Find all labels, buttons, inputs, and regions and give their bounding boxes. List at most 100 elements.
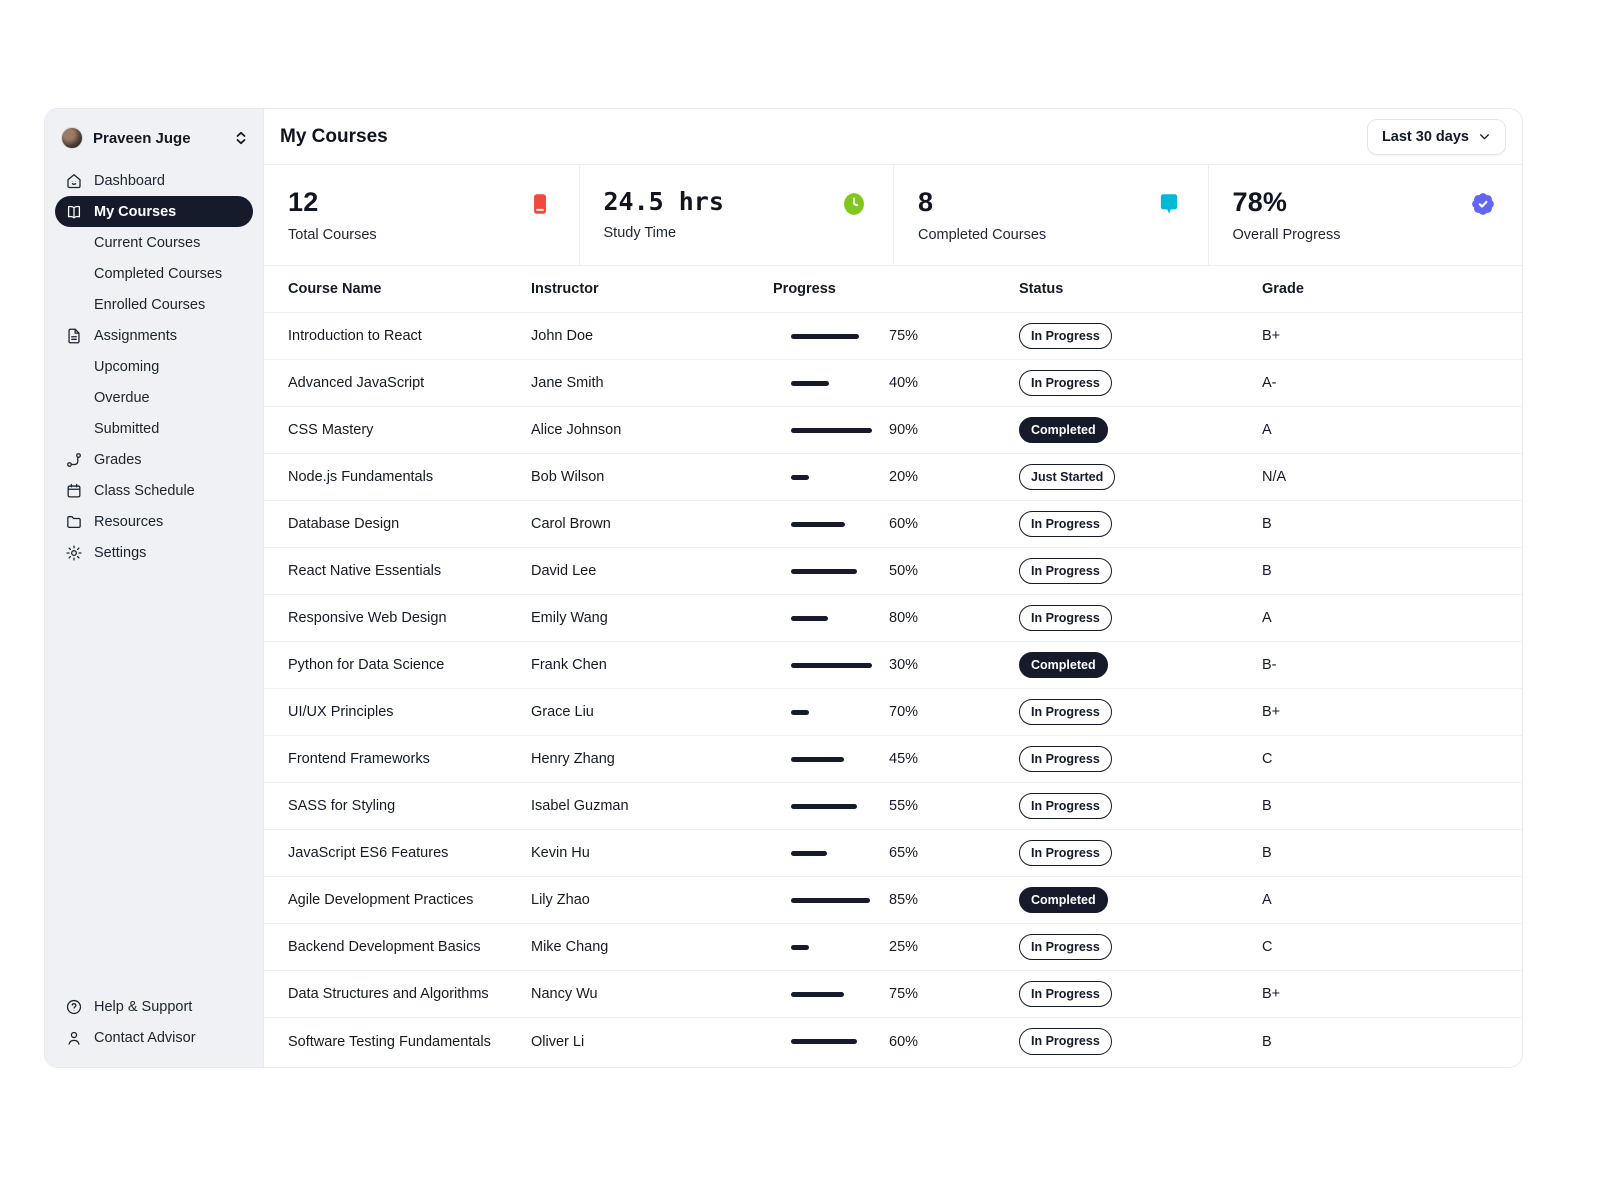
sidebar-item-assignments[interactable]: Assignments bbox=[55, 320, 253, 351]
sidebar-item-label: Assignments bbox=[94, 327, 178, 344]
sidebar-item-completed-courses[interactable]: Completed Courses bbox=[55, 258, 253, 289]
progress-percent: 45% bbox=[889, 751, 919, 767]
col-status: Status bbox=[1019, 281, 1064, 297]
stat-value: 78% bbox=[1232, 187, 1288, 217]
table-row[interactable]: CSS Mastery Alice Johnson 90% Completed A bbox=[264, 407, 1522, 454]
home-icon bbox=[65, 172, 83, 190]
grade-cell: A bbox=[1262, 422, 1272, 438]
stat-label: Study Time bbox=[603, 225, 677, 241]
sidebar-item-enrolled-courses[interactable]: Enrolled Courses bbox=[55, 289, 253, 320]
user-switcher[interactable]: Praveen Juge bbox=[55, 121, 253, 155]
table-row[interactable]: Data Structures and Algorithms Nancy Wu 75… bbox=[264, 971, 1522, 1018]
grade-cell: C bbox=[1262, 939, 1273, 955]
table-row[interactable]: Software Testing Fundamentals Oliver Li 60… bbox=[264, 1018, 1522, 1065]
sidebar-item-settings[interactable]: Settings bbox=[55, 537, 253, 568]
progress-percent: 75% bbox=[889, 986, 919, 1002]
user-icon bbox=[65, 1029, 83, 1047]
progress-percent: 60% bbox=[889, 516, 919, 532]
progress-bar bbox=[791, 427, 872, 433]
status-cell: Completed bbox=[995, 886, 1238, 914]
progress-bar-track bbox=[791, 474, 881, 480]
sidebar-nav: Dashboard My Courses Current Courses Comple… bbox=[55, 165, 253, 568]
stat-value: 12 bbox=[288, 187, 319, 217]
sidebar-item-class-schedule[interactable]: Class Schedule bbox=[55, 475, 253, 506]
course-name-cell: Backend Development Basics bbox=[288, 939, 481, 955]
table-row[interactable]: Python for Data Science Frank Chen 30% Comp… bbox=[264, 642, 1522, 689]
status-badge: In Progress bbox=[1019, 980, 1112, 1008]
sidebar-item-contact-advisor[interactable]: Contact Advisor bbox=[55, 1022, 253, 1053]
sidebar-item-resources[interactable]: Resources bbox=[55, 506, 253, 537]
status-cell: Completed bbox=[995, 651, 1238, 679]
status-cell: In Progress bbox=[995, 322, 1238, 350]
status-badge: In Progress bbox=[1019, 510, 1112, 538]
sidebar-item-overdue[interactable]: Overdue bbox=[55, 382, 253, 413]
table-row[interactable]: Introduction to React John Doe 75% In Progr… bbox=[264, 313, 1522, 360]
table-row[interactable]: Frontend Frameworks Henry Zhang 45% In Prog… bbox=[264, 736, 1522, 783]
status-cell: In Progress bbox=[995, 933, 1238, 961]
progress-bar bbox=[791, 1039, 857, 1044]
progress-percent: 50% bbox=[889, 563, 919, 579]
grade-cell: A bbox=[1262, 892, 1272, 908]
progress-percent: 40% bbox=[889, 375, 919, 391]
progress-bar-track bbox=[791, 380, 881, 386]
course-name-cell: SASS for Styling bbox=[288, 798, 396, 814]
status-cell: In Progress bbox=[995, 1028, 1238, 1055]
sidebar-item-my-courses[interactable]: My Courses bbox=[55, 196, 253, 227]
progress-cell: 40% bbox=[749, 375, 995, 391]
stat-label: Total Courses bbox=[288, 227, 377, 243]
table-row[interactable]: UI/UX Principles Grace Liu 70% In Progress B… bbox=[264, 689, 1522, 736]
grade-cell: C bbox=[1262, 751, 1273, 767]
table-row[interactable]: Backend Development Basics Mike Chang 25% I… bbox=[264, 924, 1522, 971]
progress-percent: 60% bbox=[889, 1033, 919, 1050]
status-cell: In Progress bbox=[995, 510, 1238, 538]
instructor-cell: John Doe bbox=[531, 328, 594, 344]
sidebar-item-help-support[interactable]: Help & Support bbox=[55, 991, 253, 1022]
stat-label: Overall Progress bbox=[1232, 227, 1341, 243]
progress-cell: 85% bbox=[749, 892, 995, 908]
sidebar-item-submitted[interactable]: Submitted bbox=[55, 413, 253, 444]
sidebar-item-dashboard[interactable]: Dashboard bbox=[55, 165, 253, 196]
progress-bar bbox=[791, 333, 859, 339]
status-cell: In Progress bbox=[995, 980, 1238, 1008]
progress-cell: 75% bbox=[749, 328, 995, 344]
table-row[interactable]: Advanced JavaScript Jane Smith 40% In Progr… bbox=[264, 360, 1522, 407]
date-range-label: Last 30 days bbox=[1381, 128, 1469, 145]
app-window: Praveen Juge Dashboard My Courses Current … bbox=[44, 108, 1523, 1068]
table-row[interactable]: Agile Development Practices Lily Zhao 85% C… bbox=[264, 877, 1522, 924]
instructor-cell: Frank Chen bbox=[531, 657, 607, 673]
folder-icon bbox=[65, 513, 83, 531]
table-row[interactable]: Responsive Web Design Emily Wang 80% In Pro… bbox=[264, 595, 1522, 642]
sidebar-item-label: Contact Advisor bbox=[94, 1029, 196, 1046]
status-badge: Completed bbox=[1019, 416, 1108, 444]
progress-bar bbox=[791, 521, 845, 527]
instructor-cell: Lily Zhao bbox=[531, 892, 590, 908]
chevrons-up-down-icon bbox=[235, 131, 247, 145]
instructor-cell: Bob Wilson bbox=[531, 469, 605, 485]
progress-percent: 80% bbox=[889, 610, 919, 626]
progress-bar-track bbox=[791, 850, 881, 856]
progress-bar-track bbox=[791, 1039, 881, 1044]
sidebar-item-upcoming[interactable]: Upcoming bbox=[55, 351, 253, 382]
sidebar-item-current-courses[interactable]: Current Courses bbox=[55, 227, 253, 258]
status-badge: In Progress bbox=[1019, 745, 1112, 773]
sidebar-item-label: Grades bbox=[94, 451, 142, 468]
status-badge: In Progress bbox=[1019, 557, 1112, 585]
instructor-cell: Oliver Li bbox=[531, 1033, 585, 1050]
grade-cell: B bbox=[1262, 845, 1272, 861]
table-row[interactable]: Database Design Carol Brown 60% In Progress… bbox=[264, 501, 1522, 548]
progress-percent: 25% bbox=[889, 939, 919, 955]
table-row[interactable]: Node.js Fundamentals Bob Wilson 20% Just St… bbox=[264, 454, 1522, 501]
progress-cell: 25% bbox=[749, 939, 995, 955]
table-row[interactable]: JavaScript ES6 Features Kevin Hu 65% In Pro… bbox=[264, 830, 1522, 877]
course-name-cell: Database Design bbox=[288, 516, 400, 532]
stat-completed-courses: 8 Completed Courses bbox=[893, 165, 1208, 265]
table-row[interactable]: React Native Essentials David Lee 50% In Pr… bbox=[264, 548, 1522, 595]
grade-cell: B+ bbox=[1262, 986, 1281, 1002]
sidebar-item-grades[interactable]: Grades bbox=[55, 444, 253, 475]
grade-cell: B bbox=[1262, 798, 1272, 814]
status-cell: In Progress bbox=[995, 604, 1238, 632]
status-cell: In Progress bbox=[995, 792, 1238, 820]
table-row[interactable]: SASS for Styling Isabel Guzman 55% In Progr… bbox=[264, 783, 1522, 830]
date-range-dropdown[interactable]: Last 30 days bbox=[1366, 118, 1506, 155]
progress-bar bbox=[791, 850, 827, 856]
